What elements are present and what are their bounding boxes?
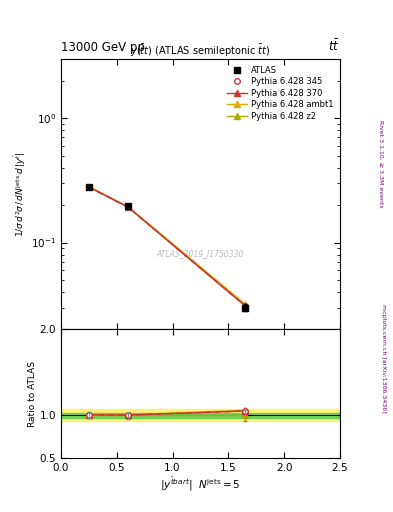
Text: Rivet 3.1.10, ≥ 3.3M events: Rivet 3.1.10, ≥ 3.3M events xyxy=(379,120,384,208)
Text: 13000 GeV pp: 13000 GeV pp xyxy=(61,41,145,54)
Y-axis label: $1/\sigma\,d^2\!\sigma\,/\,dN^{\rm jets}\,d\,|y^{\bar{t}}|$: $1/\sigma\,d^2\!\sigma\,/\,dN^{\rm jets}… xyxy=(12,152,28,237)
Legend: ATLAS, Pythia 6.428 345, Pythia 6.428 370, Pythia 6.428 ambt1, Pythia 6.428 z2: ATLAS, Pythia 6.428 345, Pythia 6.428 37… xyxy=(224,63,336,123)
Text: mcplots.cern.ch [arXiv:1306.3436]: mcplots.cern.ch [arXiv:1306.3436] xyxy=(381,304,386,413)
Bar xyxy=(61,409,340,421)
Bar xyxy=(61,413,340,418)
Text: ATLAS_2019_I1750330: ATLAS_2019_I1750330 xyxy=(157,249,244,258)
Title: $y(\bar{t}t)$ (ATLAS semileptonic $\bar{t}t$): $y(\bar{t}t)$ (ATLAS semileptonic $\bar{… xyxy=(130,42,270,59)
X-axis label: $|y^{\bar{t}bar{t}}|$  $N^{\rm jets} = 5$: $|y^{\bar{t}bar{t}}|$ $N^{\rm jets} = 5$ xyxy=(160,476,241,493)
Y-axis label: Ratio to ATLAS: Ratio to ATLAS xyxy=(28,361,37,427)
Text: $t\bar{t}$: $t\bar{t}$ xyxy=(329,38,340,54)
